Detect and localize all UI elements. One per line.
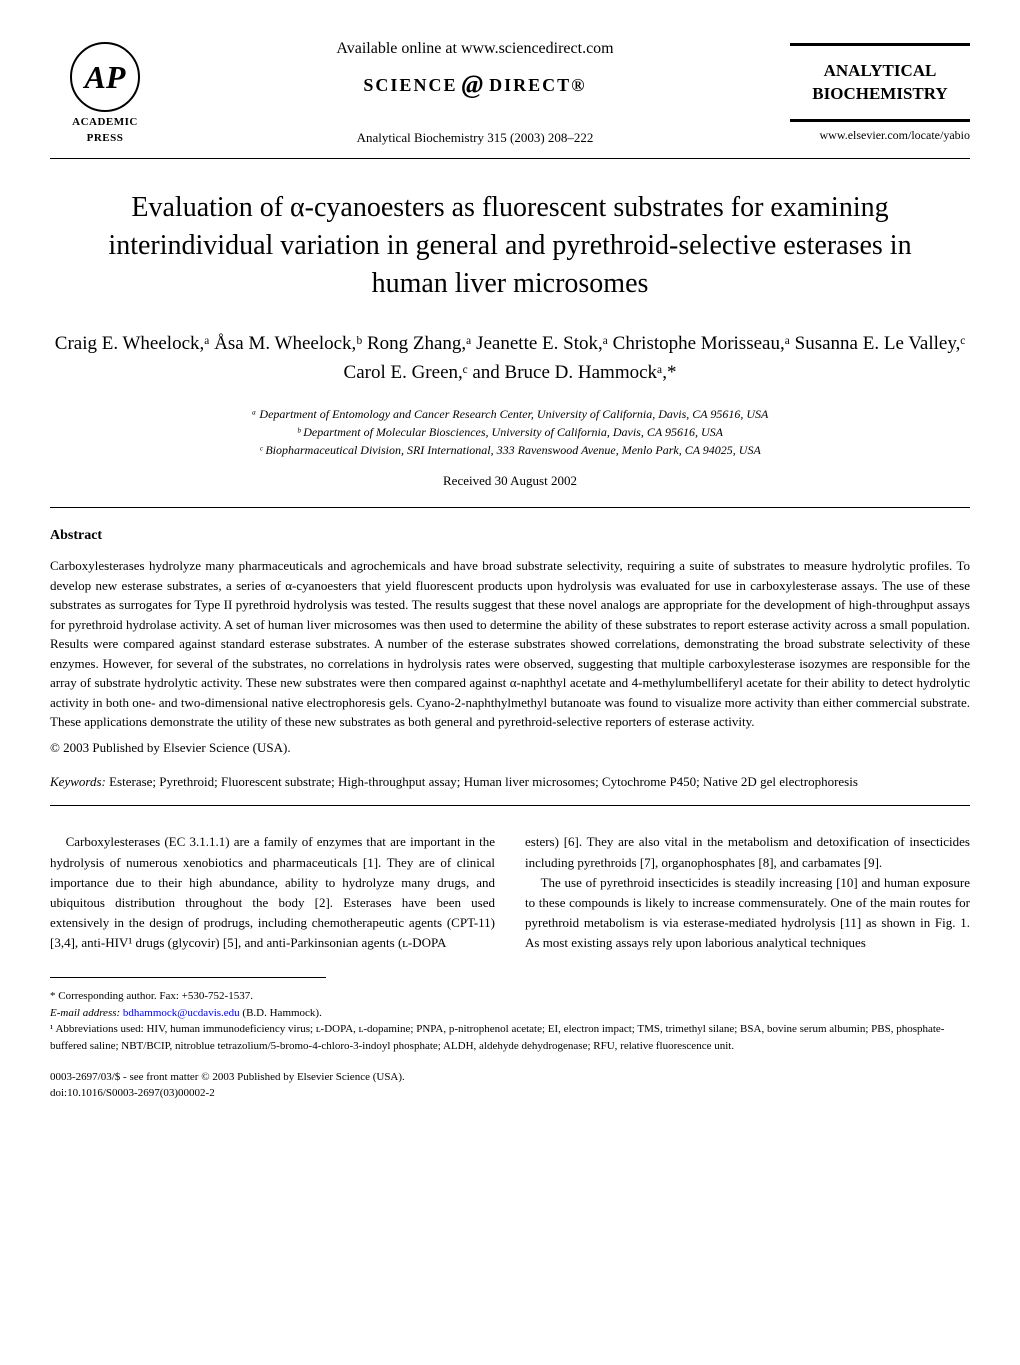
at-symbol-icon: @ (461, 70, 485, 100)
email-line: E-mail address: bdhammock@ucdavis.edu (B… (50, 1005, 970, 1022)
footer-line-1: 0003-2697/03/$ - see front matter © 2003… (50, 1070, 970, 1085)
authors-list: Craig E. Wheelock,ᵃ Åsa M. Wheelock,ᵇ Ro… (50, 330, 970, 387)
footnotes-divider (50, 977, 326, 988)
affiliations: ᵃ Department of Entomology and Cancer Re… (50, 405, 970, 459)
logo-circle-icon: AP (70, 42, 140, 112)
footer-line-2: doi:10.1016/S0003-2697(03)00002-2 (50, 1086, 970, 1101)
affiliation-a: ᵃ Department of Entomology and Cancer Re… (50, 405, 970, 423)
website-url: www.elsevier.com/locate/yabio (790, 128, 970, 143)
center-header: Available online at www.sciencedirect.co… (160, 40, 790, 146)
column-right: esters) [6]. They are also vital in the … (525, 832, 970, 953)
journal-name-box: ANALYTICAL BIOCHEMISTRY (790, 43, 970, 121)
sd-text-1: SCIENCE (363, 75, 457, 96)
sd-text-2: DIRECT® (489, 75, 586, 96)
sciencedirect-logo: SCIENCE @ DIRECT® (363, 70, 586, 100)
footnotes-block: * Corresponding author. Fax: +530-752-15… (50, 988, 970, 1054)
logo-text-line2: PRESS (87, 132, 124, 144)
article-title: Evaluation of α-cyanoesters as fluoresce… (50, 189, 970, 302)
col2-paragraph-2: The use of pyrethroid insecticides is st… (525, 873, 970, 954)
keywords-text: Esterase; Pyrethroid; Fluorescent substr… (106, 774, 858, 789)
abstract-text: Carboxylesterases hydrolyze many pharmac… (50, 556, 970, 732)
journal-name-1: ANALYTICAL (790, 60, 970, 82)
journal-name-container: ANALYTICAL BIOCHEMISTRY www.elsevier.com… (790, 43, 970, 142)
available-online-text: Available online at www.sciencedirect.co… (160, 40, 790, 58)
affiliation-b: ᵇ Department of Molecular Biosciences, U… (50, 423, 970, 441)
email-address[interactable]: bdhammock@ucdavis.edu (120, 1007, 242, 1019)
divider-before-abstract (50, 507, 970, 508)
column-left: Carboxylesterases (EC 3.1.1.1) are a fam… (50, 832, 495, 953)
footer-info: 0003-2697/03/$ - see front matter © 2003… (50, 1070, 970, 1101)
keywords-label: Keywords: (50, 774, 106, 789)
email-label: E-mail address: (50, 1007, 120, 1019)
publisher-logo: AP ACADEMIC PRESS (50, 42, 160, 144)
logo-letters: AP (85, 59, 126, 96)
divider-top (50, 158, 970, 159)
journal-name-2: BIOCHEMISTRY (790, 83, 970, 105)
received-date: Received 30 August 2002 (50, 473, 970, 489)
divider-after-abstract (50, 805, 970, 806)
abbreviations-footnote: ¹ Abbreviations used: HIV, human immunod… (50, 1021, 970, 1054)
affiliation-c: ᶜ Biopharmaceutical Division, SRI Intern… (50, 441, 970, 459)
page-header: AP ACADEMIC PRESS Available online at ww… (50, 40, 970, 146)
col1-paragraph-1: Carboxylesterases (EC 3.1.1.1) are a fam… (50, 832, 495, 953)
logo-text-line1: ACADEMIC (72, 116, 138, 128)
corresponding-author: * Corresponding author. Fax: +530-752-15… (50, 988, 970, 1005)
abstract-copyright: © 2003 Published by Elsevier Science (US… (50, 740, 970, 756)
body-columns: Carboxylesterases (EC 3.1.1.1) are a fam… (50, 832, 970, 953)
journal-citation: Analytical Biochemistry 315 (2003) 208–2… (160, 130, 790, 146)
keywords-block: Keywords: Esterase; Pyrethroid; Fluoresc… (50, 772, 970, 792)
email-name: (B.D. Hammock). (242, 1007, 321, 1019)
abstract-heading: Abstract (50, 528, 970, 544)
col2-paragraph-1: esters) [6]. They are also vital in the … (525, 832, 970, 872)
